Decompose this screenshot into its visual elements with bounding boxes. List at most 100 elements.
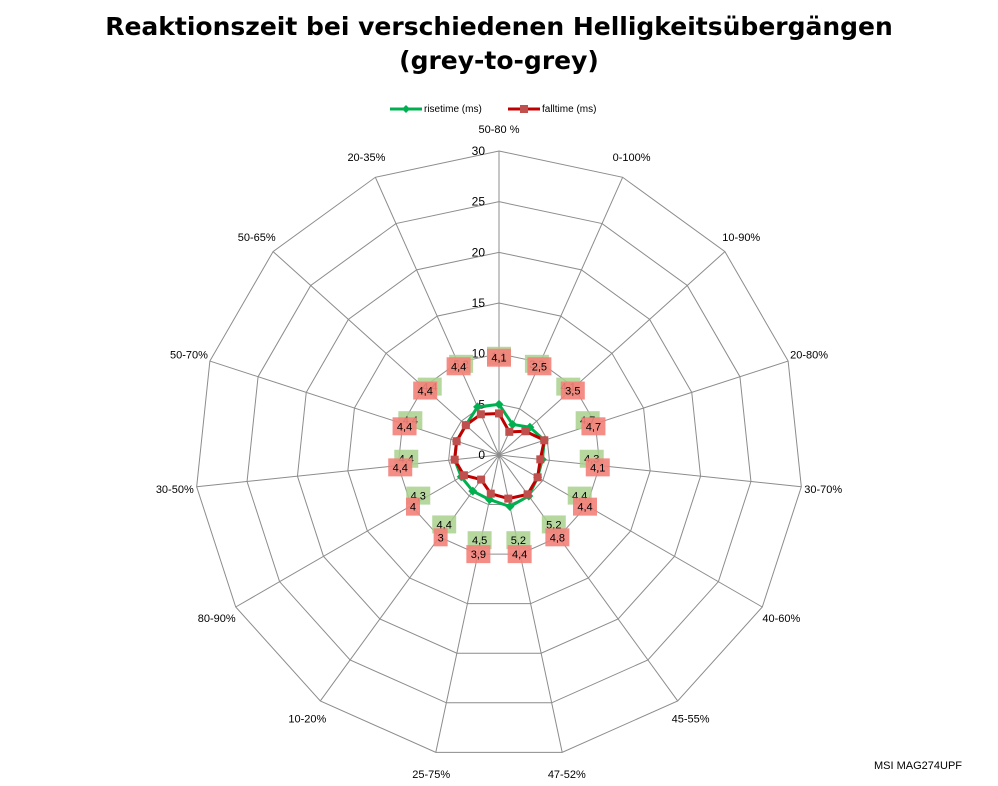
grid-ring-20 — [296, 251, 702, 654]
risetime-data-label-8: 4,5 — [472, 535, 487, 547]
falltime-point-4 — [536, 455, 545, 464]
grid-ring-10 — [397, 353, 601, 555]
tick-label-10: 10 — [472, 347, 486, 361]
tick-label-5: 5 — [478, 397, 485, 411]
risetime-label-bg-7 — [506, 531, 531, 550]
risetime-point-7 — [505, 502, 515, 512]
falltime-point-12 — [452, 437, 461, 446]
falltime-point-13 — [461, 421, 470, 430]
legend: risetime (ms) falltime (ms) — [388, 101, 618, 117]
falltime-data-label-14: 4,4 — [451, 361, 466, 373]
falltime-label-bg-1 — [527, 357, 552, 376]
falltime-data-label-10: 4 — [410, 502, 416, 514]
falltime-data-label-6: 4,8 — [550, 532, 565, 544]
category-label-8: 25-75% — [412, 769, 450, 781]
tick-label-25: 25 — [472, 195, 486, 209]
series-line-1 — [453, 411, 546, 501]
falltime-label-bg-10 — [405, 497, 420, 516]
spoke-13 — [272, 251, 500, 456]
falltime-data-label-13: 4,4 — [418, 386, 433, 398]
spoke-5 — [498, 454, 763, 608]
falltime-data-label-7: 4,4 — [512, 549, 527, 561]
falltime-data-label-3: 4,7 — [586, 421, 601, 433]
falltime-data-label-11: 4,4 — [393, 462, 408, 474]
falltime-label-bg-7 — [507, 545, 532, 564]
grid-ring-30 — [196, 150, 802, 753]
falltime-label-bg-0 — [487, 348, 511, 367]
grid-ring-5 — [448, 403, 550, 506]
falltime-data-label-0: 4,1 — [491, 353, 506, 365]
legend-risetime-label: risetime (ms) — [424, 103, 482, 115]
falltime-label-bg-6 — [545, 528, 570, 547]
legend-falltime-label: falltime (ms) — [542, 103, 597, 115]
falltime-point-6 — [523, 490, 532, 499]
falltime-data-label-8: 3,9 — [471, 549, 486, 561]
category-label-12: 50-70% — [170, 349, 208, 361]
risetime-point-9 — [468, 486, 478, 496]
falltime-point-14 — [476, 410, 485, 419]
falltime-data-label-1: 2,5 — [532, 361, 547, 373]
chart-title: Reaktionszeit bei verschiedenen Helligke… — [0, 10, 998, 78]
category-label-1: 0-100% — [613, 152, 651, 164]
legend-falltime-line-icon — [508, 105, 540, 113]
legend-item-risetime: risetime (ms) — [388, 101, 482, 117]
spoke-8 — [435, 454, 500, 753]
risetime-point-14 — [473, 402, 483, 412]
spoke-9 — [319, 454, 500, 702]
grid-ring-15 — [347, 302, 651, 605]
spoke-2 — [498, 251, 726, 456]
chart-subtitle: (grey-to-grey) — [399, 46, 599, 75]
falltime-point-3 — [540, 436, 549, 445]
falltime-label-bg-4 — [585, 458, 610, 477]
tick-label-30: 30 — [472, 144, 486, 158]
credit-text: MSI MAG274UPF — [874, 760, 963, 772]
category-label-9: 10-20% — [288, 714, 326, 726]
falltime-label-bg-12 — [392, 417, 417, 436]
category-label-14: 20-35% — [347, 152, 385, 164]
category-label-2: 10-90% — [722, 232, 760, 244]
risetime-point-1 — [508, 419, 518, 429]
falltime-label-bg-14 — [446, 357, 471, 376]
risetime-point-0 — [494, 399, 504, 409]
falltime-point-8 — [486, 489, 495, 498]
falltime-label-bg-3 — [581, 417, 606, 436]
chart-title-line1: Reaktionszeit bei verschiedenen Helligke… — [105, 12, 893, 41]
falltime-data-label-2: 3,5 — [565, 386, 580, 398]
falltime-data-label-9: 3 — [438, 532, 444, 544]
falltime-data-label-12: 4,4 — [397, 421, 412, 433]
falltime-point-5 — [533, 473, 542, 482]
spoke-11 — [196, 454, 500, 488]
falltime-label-bg-2 — [560, 381, 585, 400]
category-label-10: 80-90% — [198, 613, 236, 625]
risetime-data-label-7: 5,2 — [511, 535, 526, 547]
tick-label-0: 0 — [478, 448, 485, 462]
falltime-data-label-5: 4,4 — [577, 502, 592, 514]
falltime-point-11 — [450, 455, 459, 464]
tick-label-20: 20 — [472, 245, 486, 259]
risetime-label-bg-8 — [467, 531, 492, 550]
falltime-data-label-4: 4,1 — [590, 462, 605, 474]
category-label-13: 50-65% — [238, 232, 276, 244]
legend-risetime-line-icon — [390, 105, 422, 113]
falltime-point-9 — [477, 475, 486, 484]
falltime-label-bg-13 — [413, 381, 438, 400]
category-label-11: 30-50% — [156, 484, 194, 496]
spoke-10 — [235, 454, 500, 608]
falltime-label-bg-5 — [573, 497, 598, 516]
grid-ring-25 — [246, 201, 752, 704]
falltime-point-7 — [504, 494, 513, 503]
falltime-point-1 — [505, 427, 514, 436]
falltime-point-0 — [495, 409, 503, 418]
category-label-6: 45-55% — [672, 714, 710, 726]
category-label-7: 47-52% — [548, 769, 586, 781]
legend-item-falltime: falltime (ms) — [506, 101, 596, 117]
falltime-label-bg-11 — [388, 458, 413, 477]
falltime-point-2 — [521, 427, 530, 436]
spoke-1 — [498, 177, 624, 456]
tick-label-15: 15 — [472, 296, 486, 310]
falltime-point-10 — [459, 471, 468, 480]
category-label-0: 50-80 % — [479, 124, 520, 136]
category-label-5: 40-60% — [762, 613, 800, 625]
falltime-label-bg-9 — [433, 528, 448, 547]
spoke-12 — [209, 360, 500, 456]
